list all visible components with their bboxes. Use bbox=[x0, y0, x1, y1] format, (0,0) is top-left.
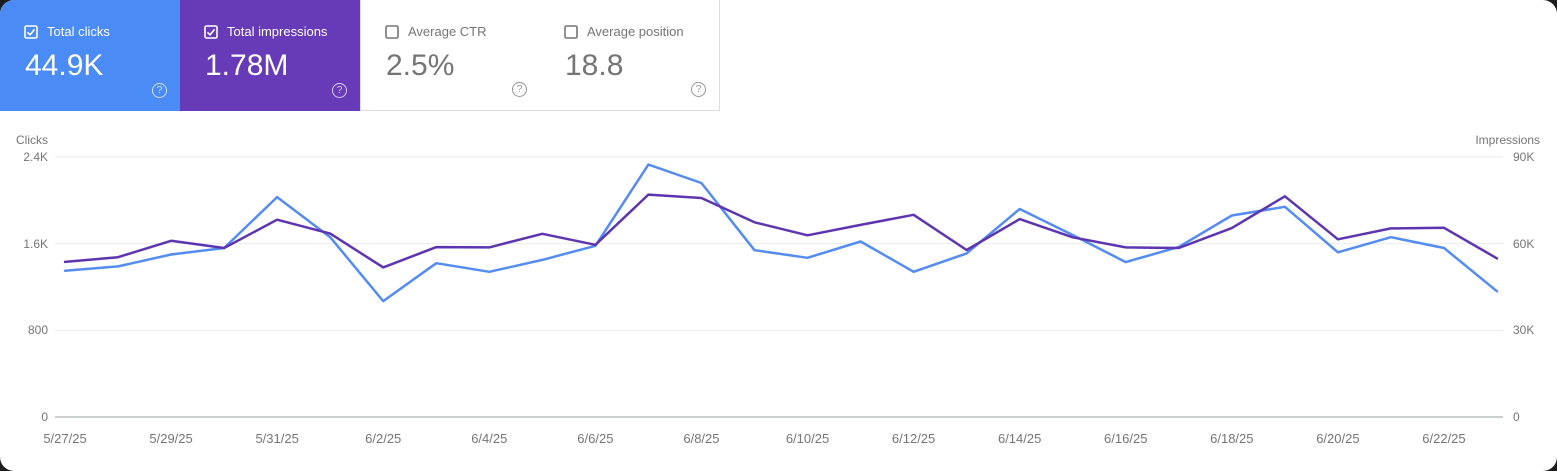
right-axis-title: Impressions bbox=[1475, 133, 1540, 147]
x-axis-tick-label: 6/4/25 bbox=[471, 431, 508, 446]
x-axis-tick-label: 6/18/25 bbox=[1210, 431, 1254, 446]
metric-value: 1.78M bbox=[205, 49, 289, 82]
y-axis-tick-label: 90K bbox=[1513, 150, 1535, 164]
metric-label: Total clicks bbox=[47, 24, 110, 39]
metric-value: 18.8 bbox=[565, 49, 624, 82]
average-position-card[interactable]: Average position 18.8 ? bbox=[540, 0, 720, 111]
y-axis-tick-label: 800 bbox=[27, 323, 48, 338]
x-axis-tick-label: 6/6/25 bbox=[577, 431, 614, 446]
y-axis-tick-label: 0 bbox=[41, 410, 48, 424]
checkbox-unchecked-icon[interactable] bbox=[385, 25, 399, 39]
average-ctr-card[interactable]: Average CTR 2.5% ? bbox=[360, 0, 540, 111]
y-axis-tick-label: 2.4K bbox=[23, 150, 48, 164]
average-position-header: Average position bbox=[564, 25, 719, 39]
y-axis-tick-label: 60K bbox=[1513, 236, 1535, 251]
x-axis-tick-label: 6/20/25 bbox=[1316, 431, 1360, 446]
x-axis-tick-label: 6/2/25 bbox=[365, 431, 402, 446]
x-axis-tick-label: 5/29/25 bbox=[149, 431, 193, 446]
total-clicks-card[interactable]: Total clicks 44.9K ? bbox=[0, 0, 180, 111]
x-axis-tick-label: 6/14/25 bbox=[997, 431, 1042, 446]
checkbox-checked-icon[interactable] bbox=[24, 25, 38, 39]
x-axis-tick-label: 5/31/25 bbox=[255, 431, 299, 446]
total-impressions-card[interactable]: Total impressions 1.78M ? bbox=[180, 0, 360, 111]
y-axis-tick-label: 0 bbox=[1513, 410, 1520, 424]
help-icon[interactable]: ? bbox=[512, 82, 527, 97]
x-axis-tick-label: 5/27/25 bbox=[43, 431, 87, 446]
average-ctr-header: Average CTR bbox=[385, 25, 540, 39]
metric-label: Average CTR bbox=[408, 24, 487, 39]
x-axis-tick-label: 6/8/25 bbox=[683, 431, 720, 446]
metric-cards-row: Total clicks 44.9K ? Total impressions 1… bbox=[0, 0, 720, 111]
help-icon[interactable]: ? bbox=[152, 83, 167, 98]
metric-value: 2.5% bbox=[386, 49, 455, 82]
x-axis-tick-label: 6/16/25 bbox=[1104, 431, 1148, 446]
checkbox-checked-icon[interactable] bbox=[204, 25, 218, 39]
help-icon[interactable]: ? bbox=[691, 82, 706, 97]
total-clicks-header: Total clicks bbox=[24, 25, 180, 39]
y-axis-tick-label: 30K bbox=[1513, 323, 1535, 338]
metric-label: Total impressions bbox=[227, 24, 328, 39]
help-icon[interactable]: ? bbox=[332, 83, 347, 98]
total-impressions-header: Total impressions bbox=[204, 25, 360, 39]
checkbox-unchecked-icon[interactable] bbox=[564, 25, 578, 39]
x-axis-tick-label: 6/10/25 bbox=[785, 431, 830, 446]
y-axis-tick-label: 1.6K bbox=[23, 236, 48, 251]
metric-value: 44.9K bbox=[25, 49, 104, 82]
x-axis-tick-label: 6/12/25 bbox=[891, 431, 936, 446]
metric-label: Average position bbox=[587, 24, 684, 39]
left-axis-title: Clicks bbox=[16, 133, 48, 147]
x-axis-tick-label: 6/22/25 bbox=[1422, 431, 1466, 446]
